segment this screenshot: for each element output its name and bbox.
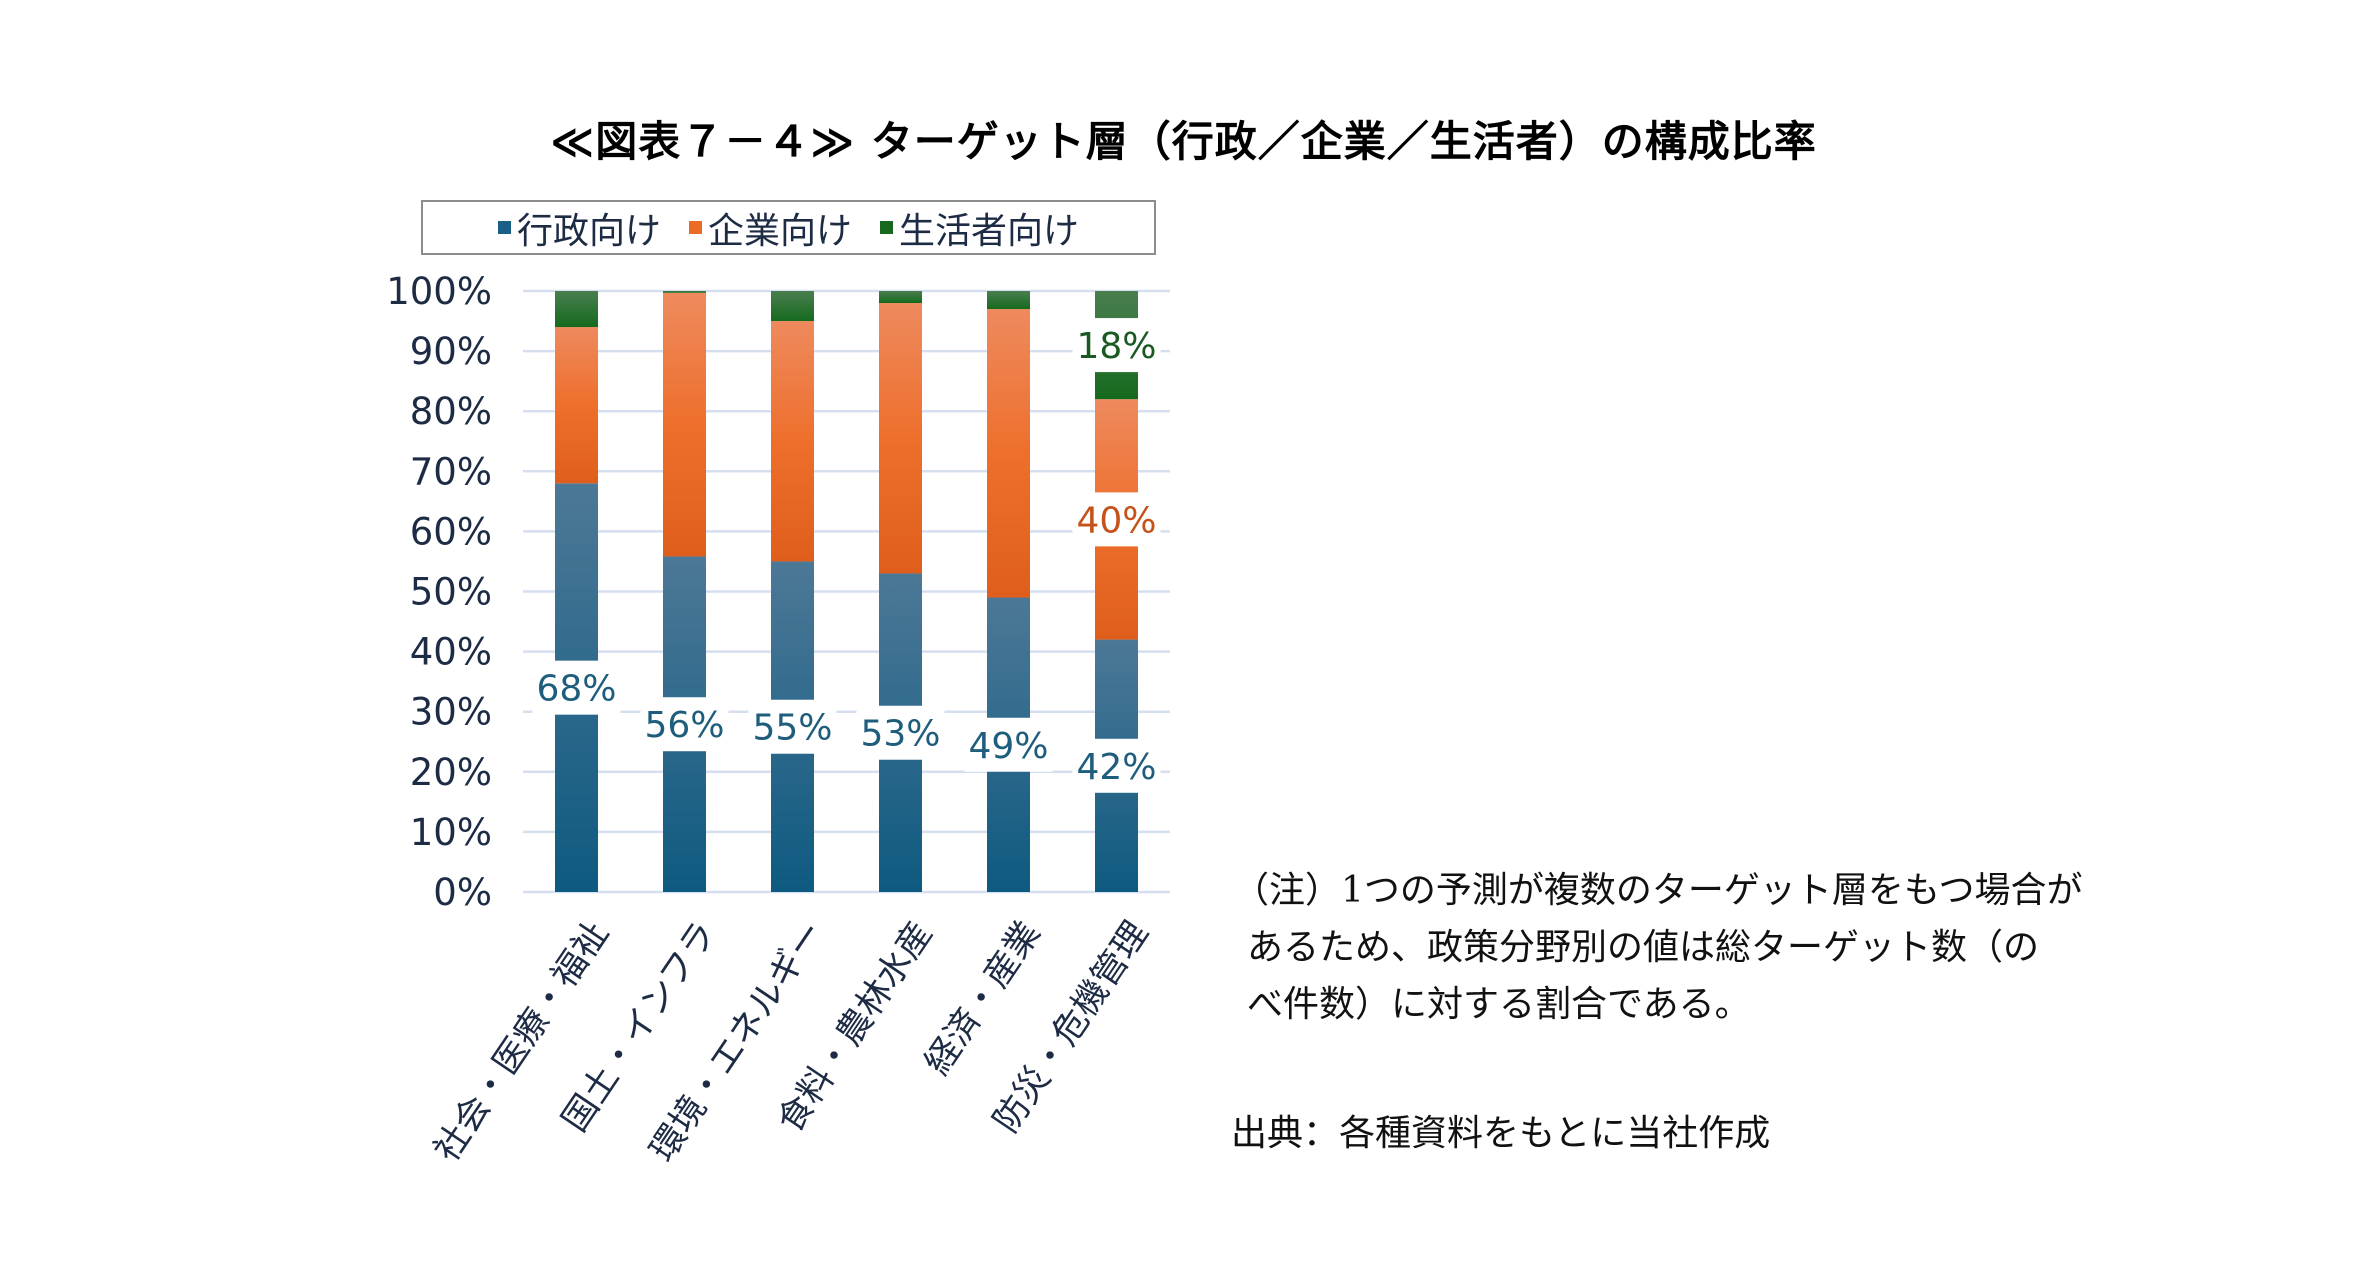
footnote-line-2: あるため、政策分野別の値は総ターゲット数（の — [1247, 927, 2040, 968]
data-label: 55% — [752, 708, 832, 749]
y-tick-label: 50% — [410, 571, 492, 614]
y-tick-label: 80% — [410, 390, 492, 433]
data-label-background — [532, 660, 621, 715]
y-tick-label: 20% — [410, 751, 492, 794]
data-label-background — [964, 717, 1053, 772]
y-tick-label: 0% — [433, 871, 492, 914]
data-label: 56% — [644, 705, 724, 746]
data-label-background — [1072, 738, 1161, 793]
data-label-background — [640, 697, 729, 752]
legend-swatch-business — [688, 221, 702, 234]
footnote-line-3: べ件数）に対する割合である。 — [1247, 984, 1751, 1025]
bar-segment-business — [663, 292, 706, 557]
y-axis-ticks: 0% 10% 20% 30% 40% 50% 60% 70% 80% 90% 100% — [386, 270, 492, 914]
bar-segment-consumer — [555, 291, 598, 328]
gridlines — [523, 289, 1170, 894]
bar-segment-business — [555, 327, 598, 484]
source-credit: 出典：各種資料をもとに当社作成 — [1231, 1113, 1771, 1154]
chart-legend: 行政向け 企業向け 生活者向け — [421, 200, 1156, 255]
y-tick-label: 30% — [410, 691, 492, 734]
data-label-background — [856, 705, 945, 760]
bar-segment-consumer — [663, 291, 706, 293]
legend-item-business: 企業向け — [688, 202, 852, 254]
data-label: 42% — [1076, 747, 1156, 788]
bar-segment-consumer — [771, 291, 814, 322]
data-label: 18% — [1076, 326, 1156, 367]
bar-segment-consumer — [987, 291, 1030, 310]
y-tick-label: 60% — [410, 510, 492, 553]
y-tick-label: 10% — [410, 811, 492, 854]
legend-item-government: 行政向け — [497, 202, 661, 254]
legend-item-consumer: 生活者向け — [880, 202, 1079, 254]
data-label: 53% — [860, 714, 940, 755]
data-label-background — [748, 699, 837, 754]
data-label-background — [1072, 318, 1161, 373]
bar-segment-business — [879, 303, 922, 574]
data-labels: 68% 56% 55% 53% 49% 42% 40% 18% — [532, 318, 1161, 793]
legend-label-business: 企業向け — [707, 210, 852, 252]
footnote: （注）1つの予測が複数のターゲット層をもつ場合が あるため、政策分野別の値は総タ… — [1233, 862, 2233, 1033]
bar-segment-consumer — [879, 291, 922, 304]
legend-swatch-government — [497, 221, 511, 234]
x-axis-labels: 社会・医療・福祉国土・インフラ環境・エネルギー食料・農林水産経済・産業防災・危機… — [427, 915, 1157, 1170]
legend-label-consumer: 生活者向け — [899, 210, 1080, 252]
chart-title: ≪図表７－４≫ ターゲット層（行政／企業／生活者）の構成比率 — [550, 117, 1817, 166]
y-tick-label: 100% — [386, 270, 492, 313]
footnote-line-1: （注）1つの予測が複数のターゲット層をもつ場合が — [1233, 870, 2083, 911]
data-label: 40% — [1076, 500, 1156, 541]
legend-label-government: 行政向け — [516, 210, 661, 252]
y-tick-label: 70% — [410, 450, 492, 493]
data-label: 68% — [536, 669, 616, 710]
bar-segment-business — [987, 309, 1030, 598]
legend-swatch-consumer — [880, 221, 893, 234]
data-label: 49% — [968, 726, 1048, 767]
bar-segment-business — [771, 321, 814, 562]
data-label-background — [1072, 492, 1161, 547]
y-tick-label: 40% — [410, 631, 492, 674]
y-tick-label: 90% — [410, 330, 492, 373]
